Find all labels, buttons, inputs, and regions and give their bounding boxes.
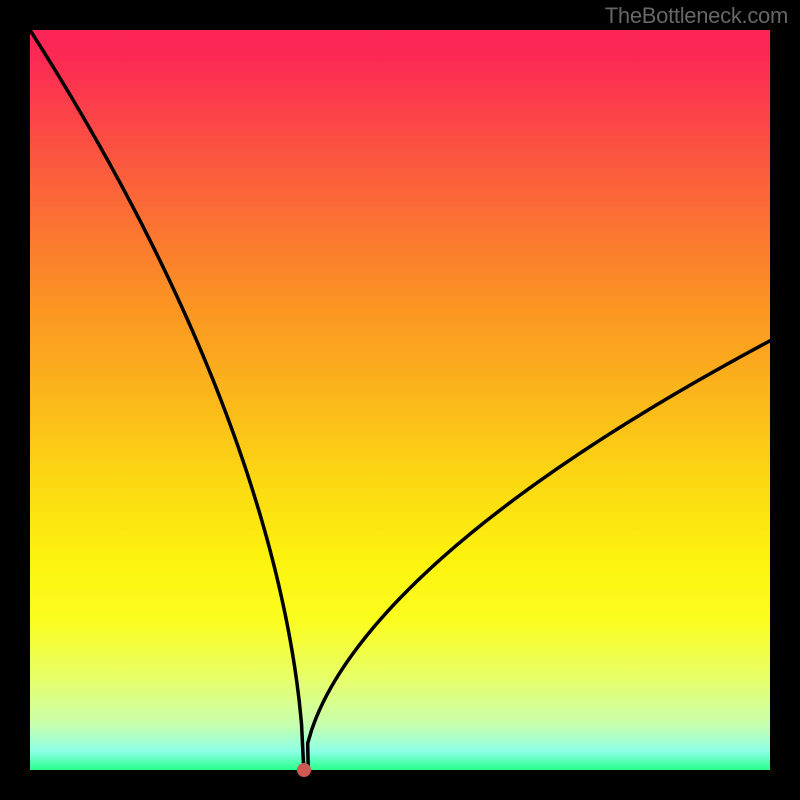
curve-svg — [30, 30, 770, 770]
watermark-label: TheBottleneck.com — [605, 3, 788, 29]
bottleneck-curve — [30, 30, 770, 770]
chart-container: TheBottleneck.com — [0, 0, 800, 800]
optimal-point-dot — [297, 763, 311, 777]
plot-area — [30, 30, 770, 770]
